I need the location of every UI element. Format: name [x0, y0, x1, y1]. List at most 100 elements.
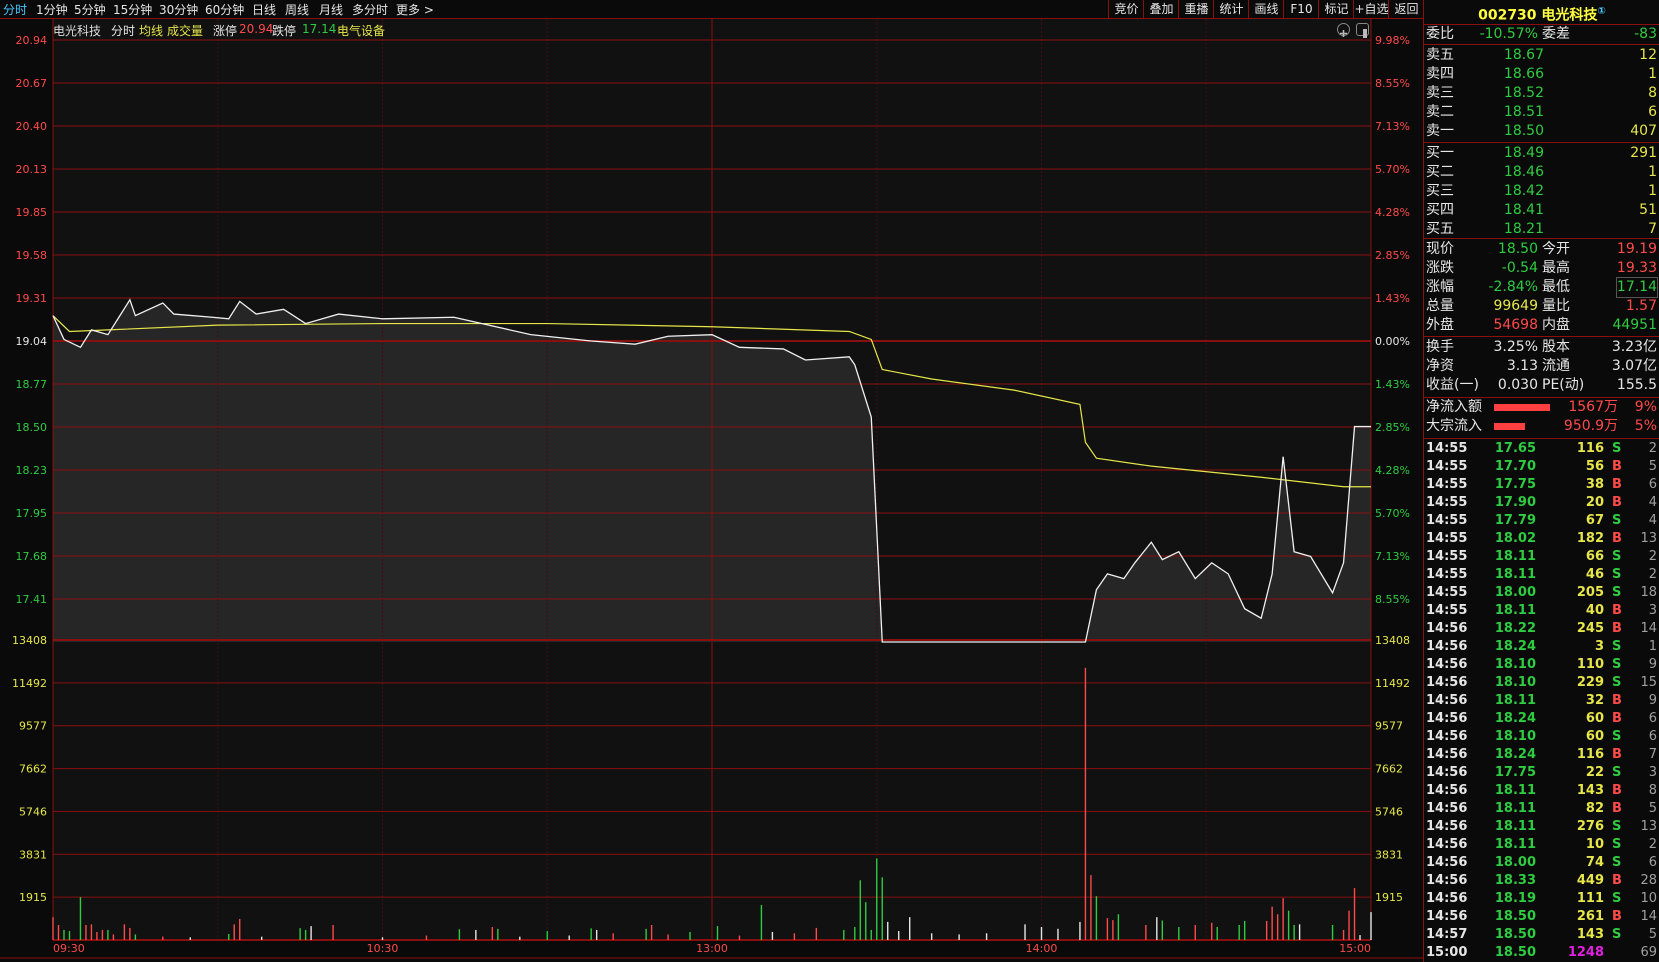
tick-price: 18.11 [1494, 549, 1536, 564]
tab-6[interactable]: 日线 [252, 3, 277, 17]
tick-price: 18.50 [1494, 909, 1536, 924]
intraday-chart[interactable]: 20.94 9.98% 20.67 8.55% 20.40 7.13% 20.13 5.70%… [0, 0, 1423, 962]
toolbar-button-0[interactable]: 竞价 [1108, 0, 1144, 18]
panel-toggle-icon[interactable] [1356, 23, 1369, 38]
toolbar-button-4[interactable]: 画线 [1248, 0, 1284, 18]
tick-count: 2 [1648, 549, 1657, 564]
tick-time: 14:56 [1426, 711, 1468, 726]
fund-flow-row: 大宗流入 950.9万 5% [1424, 417, 1659, 436]
tick-count: 13 [1640, 819, 1657, 834]
tick-price: 18.24 [1494, 711, 1536, 726]
ask-volume: 6 [1648, 104, 1657, 120]
tick-count: 6 [1648, 729, 1657, 744]
tick-volume: 1248 [1567, 945, 1604, 960]
stat-label: 今开 [1542, 241, 1570, 257]
stat-value: 1.57 [1625, 298, 1657, 314]
stat-label: 涨跌 [1426, 260, 1454, 276]
tick-side: S [1612, 441, 1622, 456]
mode-label: 分时 [111, 24, 136, 38]
tick-count: 69 [1640, 945, 1657, 960]
ask-level-row: 卖四 18.66 1 [1424, 65, 1659, 84]
tab-3[interactable]: 15分钟 [113, 3, 153, 17]
volume-tick-label-right: 7662 [1375, 763, 1403, 776]
stat-label: 总量 [1426, 298, 1454, 314]
toolbar-button-2[interactable]: 重播 [1178, 0, 1214, 18]
tick-time: 14:55 [1426, 585, 1468, 600]
toolbar-button-8[interactable]: 返回 [1388, 0, 1424, 18]
toolbar-button-1[interactable]: 叠加 [1143, 0, 1179, 18]
stat-value: 19.19 [1616, 241, 1657, 257]
tab-0[interactable]: 分时 [3, 3, 28, 17]
tick-volume: 276 [1576, 819, 1604, 834]
tick-count: 6 [1648, 477, 1657, 492]
tick-volume: 74 [1585, 855, 1604, 870]
fund-label: 股本 [1542, 339, 1570, 355]
pct-tick-label: 0.00% [1375, 335, 1410, 348]
tab-4[interactable]: 30分钟 [159, 3, 199, 17]
toolbar-button-6[interactable]: 标记 [1318, 0, 1354, 18]
bid-volume: 1 [1648, 183, 1657, 199]
stat-value: 44951 [1612, 317, 1657, 333]
bid-level-row: 买一 18.49 291 [1424, 144, 1659, 163]
info-badge-icon[interactable]: ① [1597, 6, 1606, 17]
pct-tick-label: 4.28% [1375, 206, 1410, 219]
bid-label: 买二 [1426, 164, 1454, 180]
tick-volume: 60 [1585, 729, 1604, 744]
price-tick-label: 20.40 [16, 120, 48, 133]
limit-up-label: 涨停 [213, 24, 238, 38]
sector-label[interactable]: 电气设备 [337, 24, 386, 38]
price-tick-label: 19.31 [16, 292, 48, 305]
tick-time: 14:56 [1426, 693, 1468, 708]
tick-count: 14 [1640, 909, 1657, 924]
avg-line-label[interactable]: 均线 [139, 24, 164, 38]
stat-label: 外盘 [1426, 317, 1454, 333]
tick-time: 14:55 [1426, 477, 1468, 492]
stat-value: 19.33 [1616, 260, 1657, 276]
fundamental-row: 收益(一) 0.030 PE(动) 155.5 [1424, 376, 1659, 395]
quote-stat-row: 涨跌 -0.54 最高 19.33 [1424, 259, 1659, 278]
tick-time: 14:56 [1426, 837, 1468, 852]
tick-side: B [1612, 531, 1622, 546]
tab-8[interactable]: 月线 [319, 3, 344, 17]
tick-time: 14:55 [1426, 441, 1468, 456]
fund-label: PE(动) [1542, 377, 1585, 393]
toolbar-button-5[interactable]: F10 [1283, 0, 1319, 18]
zoom-in-icon[interactable] [1337, 23, 1350, 37]
flow-label: 大宗流入 [1426, 418, 1482, 434]
volume-tick-label: 7662 [19, 763, 47, 776]
tick-count: 3 [1648, 603, 1657, 618]
toolbar-button-7[interactable]: +自选 [1353, 0, 1389, 18]
ask-label: 卖四 [1426, 66, 1454, 82]
trade-tick-row: 14:55 17.75 38 B 6 [1424, 476, 1659, 494]
tick-price: 18.50 [1494, 927, 1536, 942]
bid-level-row: 买二 18.46 1 [1424, 163, 1659, 182]
tick-volume: 182 [1576, 531, 1604, 546]
trade-tick-row: 14:56 18.33 449 B 28 [1424, 872, 1659, 890]
tab-9[interactable]: 多分时 [352, 3, 389, 17]
stat-label: 内盘 [1542, 317, 1570, 333]
tab-5[interactable]: 60分钟 [205, 3, 245, 17]
tab-10[interactable]: 更多 > [396, 3, 434, 17]
weibi-row: 委比 -10.57% 委差 -83 [1424, 25, 1659, 44]
tab-1[interactable]: 1分钟 [36, 3, 68, 17]
pct-tick-label: 8.55% [1375, 77, 1410, 90]
tab-7[interactable]: 周线 [285, 3, 310, 17]
tick-price: 18.10 [1494, 675, 1536, 690]
stock-code: 002730 [1478, 7, 1537, 24]
tick-side: S [1612, 927, 1622, 942]
volume-label[interactable]: 成交量 [167, 24, 204, 38]
tick-price: 17.75 [1494, 477, 1536, 492]
bid-price: 18.41 [1503, 202, 1544, 218]
tick-time: 14:56 [1426, 891, 1468, 906]
tick-side: S [1612, 729, 1622, 744]
tick-time: 14:56 [1426, 657, 1468, 672]
price-tick-label: 17.68 [16, 550, 48, 563]
fund-value: 0.030 [1497, 377, 1538, 393]
average-price-line [52, 315, 1371, 488]
tick-count: 14 [1640, 621, 1657, 636]
divider [1424, 397, 1659, 398]
tab-2[interactable]: 5分钟 [74, 3, 106, 17]
tick-side: B [1612, 747, 1622, 762]
tick-price: 18.11 [1494, 783, 1536, 798]
toolbar-button-3[interactable]: 统计 [1213, 0, 1249, 18]
